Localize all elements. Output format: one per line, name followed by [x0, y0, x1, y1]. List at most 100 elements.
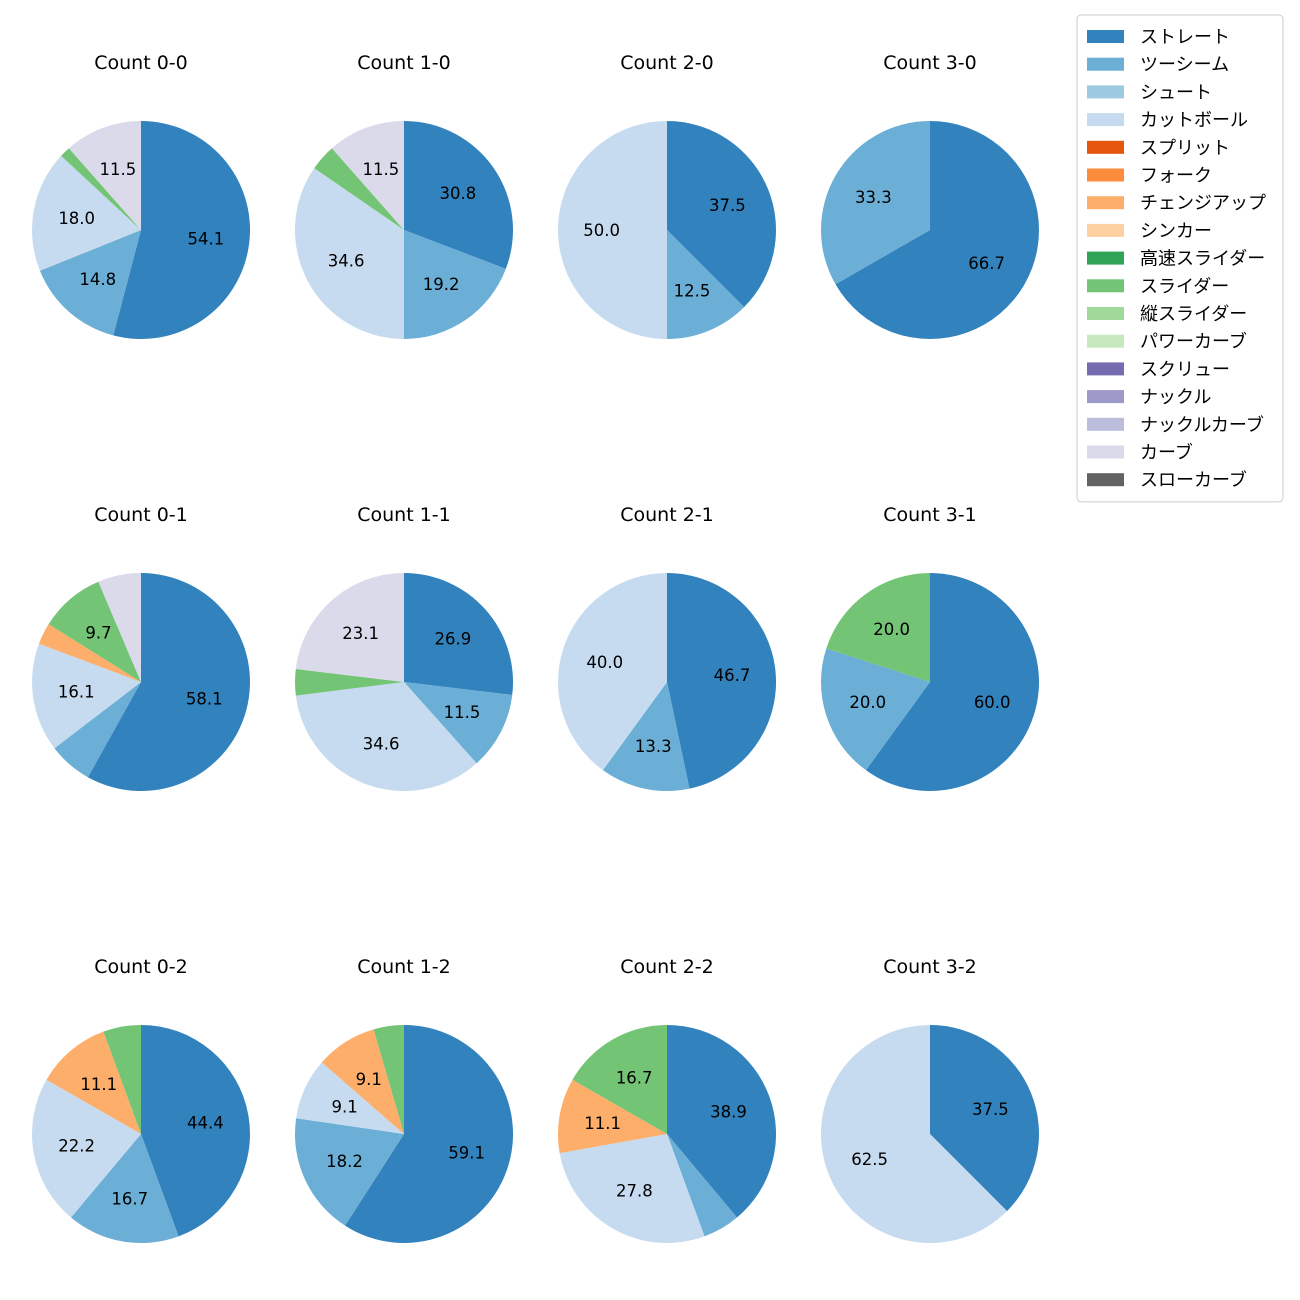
legend-item: フォーク	[1087, 166, 1212, 187]
pie-slice	[46, 1031, 141, 1134]
pie-slice	[70, 1134, 179, 1244]
pie-slice	[558, 573, 667, 771]
legend-label: スプリット	[1140, 138, 1230, 159]
legend-label: カーブ	[1140, 442, 1193, 464]
slice-label: 40.0	[586, 653, 623, 672]
legend-item: カーブ	[1087, 442, 1193, 464]
pie-chart-2: Count 1-0 30.8 19.2 34.6 11.5	[294, 52, 513, 339]
pie-slice	[667, 573, 777, 789]
legend-label: スローカーブ	[1140, 469, 1247, 491]
pie-slice	[61, 148, 141, 230]
slice-label: 34.6	[363, 734, 400, 753]
legend-swatch	[1087, 417, 1124, 431]
pie-chart-7: Count 2-1 46.7 13.3 40.0	[558, 504, 777, 792]
pie-slice	[141, 1025, 250, 1237]
slice-label: 30.8	[440, 184, 477, 203]
pie-slice	[295, 669, 404, 696]
legend-label: ストレート	[1140, 27, 1230, 48]
slice-label: 11.5	[100, 160, 137, 179]
pie-title: Count 2-2	[620, 956, 714, 978]
pie-slice	[826, 573, 930, 682]
legend-item: ツーシーム	[1087, 55, 1229, 76]
pie-slice	[404, 573, 513, 695]
legend-swatch	[1087, 168, 1124, 182]
pie-slice	[558, 121, 667, 339]
pie-title: Count 3-1	[883, 504, 977, 526]
slice-label: 33.3	[855, 188, 892, 207]
slice-label: 44.4	[187, 1114, 224, 1133]
pie-chart-3: Count 2-0 37.5 12.5 50.0	[558, 52, 776, 339]
legend-swatch	[1087, 140, 1124, 154]
pie-title: Count 2-1	[620, 504, 714, 526]
legend-swatch	[1087, 251, 1124, 265]
pie-slice	[820, 648, 930, 771]
pie-title: Count 0-1	[94, 504, 188, 526]
slice-label: 9.1	[331, 1098, 357, 1117]
pie-chart-5: Count 0-1 58.1 16.1 9.7	[32, 504, 250, 791]
pie-title: Count 3-0	[883, 52, 977, 74]
legend-item: スプリット	[1087, 138, 1230, 159]
legend-label: ツーシーム	[1140, 55, 1229, 76]
legend-item: シンカー	[1087, 221, 1212, 242]
legend-item: スライダー	[1087, 276, 1229, 297]
pie-slice	[87, 573, 250, 791]
pie-slice	[602, 682, 690, 792]
pie-title: Count 2-0	[620, 52, 714, 74]
pie-slice	[38, 624, 141, 682]
legend-item: ナックルカーブ	[1087, 414, 1264, 436]
legend-swatch	[1087, 113, 1124, 127]
legend-label: チェンジアップ	[1140, 193, 1266, 214]
pie-slice	[39, 230, 141, 336]
pie-slice	[667, 230, 745, 339]
pie-slice	[404, 230, 506, 339]
slice-label: 37.5	[709, 196, 746, 215]
legend-label: パワーカーブ	[1140, 331, 1247, 353]
legend-swatch	[1087, 307, 1124, 320]
pie-title: Count 1-2	[357, 956, 451, 978]
slice-label: 62.5	[851, 1150, 888, 1169]
pie-title: Count 1-1	[357, 504, 451, 526]
legend-swatch	[1087, 279, 1124, 293]
pie-slice	[559, 1134, 705, 1244]
pie-slice	[557, 1079, 667, 1154]
slice-label: 16.7	[111, 1189, 148, 1208]
slice-label: 66.7	[968, 254, 1005, 273]
slice-label: 59.1	[448, 1143, 485, 1162]
legend-label: 高速スライダー	[1140, 249, 1265, 270]
legend-item: スローカーブ	[1087, 469, 1247, 491]
pie-title: Count 0-2	[94, 956, 188, 978]
slice-label: 54.1	[188, 229, 225, 248]
pie-chart-10: Count 1-2 59.1 18.2 9.1 9.1	[295, 956, 514, 1243]
slice-label: 11.1	[80, 1075, 117, 1094]
legend-label: フォーク	[1140, 166, 1212, 187]
pie-slice	[404, 682, 513, 764]
slice-label: 26.9	[435, 630, 472, 649]
pie-slice	[373, 1025, 404, 1134]
slice-label: 18.0	[58, 209, 95, 228]
pie-chart-4: Count 3-0 66.7 33.3	[821, 52, 1040, 339]
pie-title: Count 1-0	[357, 52, 451, 74]
slice-label: 58.1	[186, 690, 223, 709]
slice-label: 11.5	[363, 160, 400, 179]
legend-swatch	[1087, 334, 1124, 348]
slice-label: 27.8	[616, 1182, 653, 1201]
slice-label: 16.1	[58, 683, 95, 702]
pie-chart-9: Count 0-2 44.4 16.7 22.2 11.1	[31, 956, 250, 1244]
pie-slice	[667, 1134, 738, 1237]
pie-slice	[98, 573, 141, 682]
slice-label: 22.2	[58, 1136, 95, 1155]
legend-label: 縦スライダー	[1140, 304, 1247, 325]
pie-slice	[295, 573, 404, 682]
legend-label: スクリュー	[1140, 359, 1230, 380]
slice-label: 11.5	[444, 703, 481, 722]
pie-slice	[296, 1062, 404, 1134]
slice-label: 11.1	[584, 1114, 621, 1133]
slice-label: 34.6	[328, 251, 365, 270]
pie-slice	[31, 1079, 142, 1218]
pie-chart-11: Count 2-2 38.9 27.8 11.1 16.7	[557, 956, 777, 1244]
pie-slice	[54, 682, 141, 778]
pie-slice	[345, 1025, 514, 1243]
slice-label: 38.9	[710, 1103, 747, 1122]
legend-item: パワーカーブ	[1087, 331, 1247, 353]
